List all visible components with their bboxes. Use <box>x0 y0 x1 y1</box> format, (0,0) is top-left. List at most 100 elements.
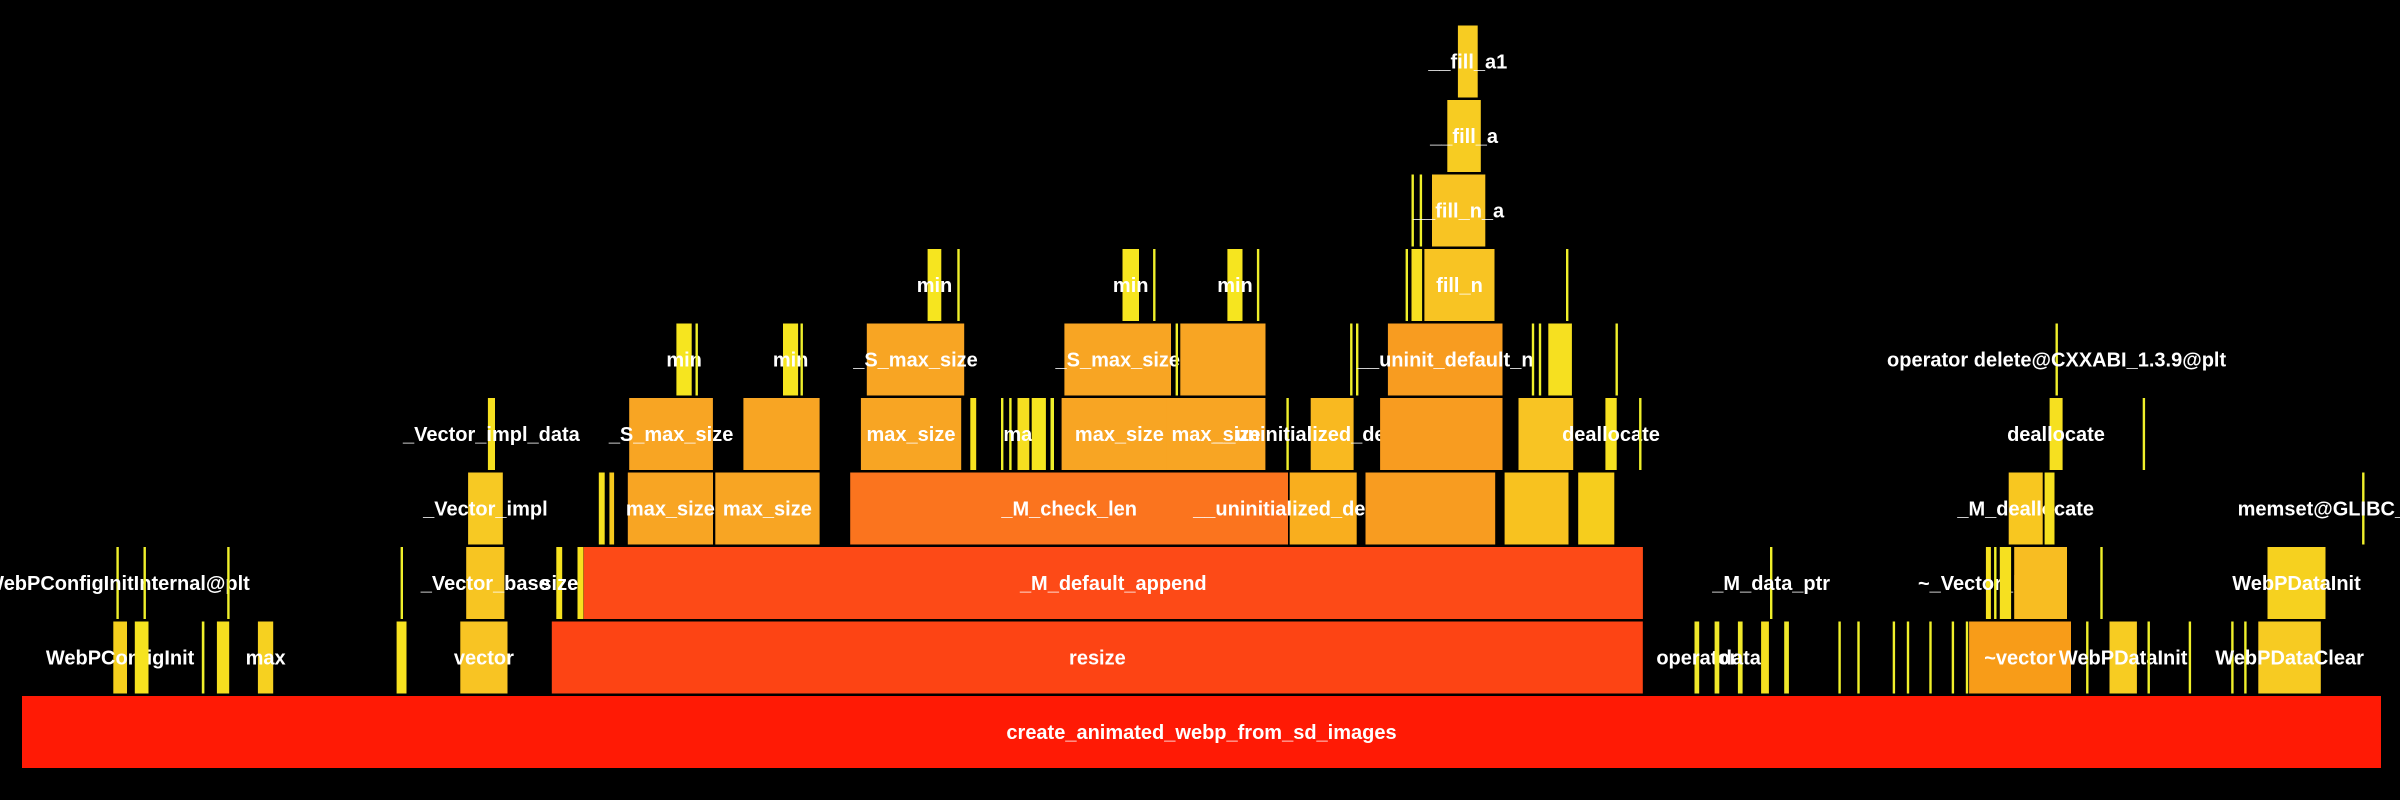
frame-bar[interactable] <box>551 621 1643 694</box>
frame-bar[interactable] <box>1578 472 1615 545</box>
frame-bar[interactable] <box>1615 323 1618 396</box>
frame-bar[interactable] <box>1639 398 1642 470</box>
frame-bar[interactable] <box>577 547 584 619</box>
frame-bar[interactable] <box>400 547 403 619</box>
frame-bar[interactable] <box>2109 621 2137 694</box>
frame-bar[interactable] <box>1999 547 2012 619</box>
frame-bar[interactable] <box>1310 398 1354 470</box>
frame-bar[interactable] <box>487 398 495 470</box>
frame-bar[interactable] <box>134 621 149 694</box>
frame-bar[interactable] <box>743 398 820 470</box>
frame-bar[interactable] <box>1714 621 1720 694</box>
frame-bar[interactable] <box>1969 621 2071 694</box>
frame-bar[interactable] <box>2267 547 2326 619</box>
frame-bar[interactable] <box>676 323 692 396</box>
frame-bar[interactable] <box>970 398 977 470</box>
frame-bar[interactable] <box>1380 398 1503 470</box>
frame-bar[interactable] <box>609 472 615 545</box>
frame-bar[interactable] <box>1175 323 1178 396</box>
frame-bar[interactable] <box>1694 621 1700 694</box>
frame-bar[interactable] <box>1061 398 1178 470</box>
frame-bar[interactable] <box>866 323 965 396</box>
frame-bar[interactable] <box>860 398 962 470</box>
frame-bar[interactable] <box>1153 249 1156 321</box>
frame-bar[interactable] <box>1566 249 1569 321</box>
frame-bar[interactable] <box>1784 621 1789 694</box>
frame-bar[interactable] <box>1994 547 1997 619</box>
frame-bar[interactable] <box>116 547 119 619</box>
frame-bar[interactable] <box>1531 323 1535 396</box>
frame-bar[interactable] <box>1050 398 1055 470</box>
frame-bar[interactable] <box>113 621 127 694</box>
frame-bar[interactable] <box>466 547 505 619</box>
frame-bar[interactable] <box>1256 249 1260 321</box>
frame-bar[interactable] <box>957 249 960 321</box>
frame-bar[interactable] <box>396 621 407 694</box>
frame-bar[interactable] <box>1001 398 1004 470</box>
frame-bar[interactable] <box>2258 621 2321 694</box>
frame-bar[interactable] <box>1857 621 1860 694</box>
frame-bar[interactable] <box>2188 621 2192 694</box>
frame-bar[interactable] <box>1350 323 1353 396</box>
frame-bar[interactable] <box>143 547 146 619</box>
frame-bar[interactable] <box>2044 472 2055 545</box>
frame-bar[interactable] <box>583 547 1643 619</box>
frame-bar[interactable] <box>2014 547 2067 619</box>
frame-bar[interactable] <box>216 621 230 694</box>
frame-bar[interactable] <box>2244 621 2247 694</box>
frame-bar[interactable] <box>257 621 274 694</box>
frame-bar[interactable] <box>2231 621 2234 694</box>
frame-bar[interactable] <box>1166 398 1266 470</box>
frame-bar[interactable] <box>1892 621 1896 694</box>
frame-bar[interactable] <box>1929 621 1932 694</box>
frame-bar[interactable] <box>629 398 713 470</box>
frame-bar[interactable] <box>800 323 803 396</box>
frame-bar[interactable] <box>695 323 698 396</box>
frame-bar[interactable] <box>1432 174 1486 247</box>
frame-bar[interactable] <box>1424 249 1495 321</box>
frame-bar[interactable] <box>1411 249 1423 321</box>
frame-bar[interactable] <box>1122 249 1140 321</box>
frame-bar[interactable] <box>2049 398 2063 470</box>
frame-bar[interactable] <box>1356 323 1359 396</box>
frame-bar[interactable] <box>715 472 820 545</box>
frame-bar[interactable] <box>1737 621 1743 694</box>
frame-bar[interactable] <box>1180 323 1266 396</box>
frame-bar[interactable] <box>2147 621 2150 694</box>
frame-bar[interactable] <box>2086 621 2089 694</box>
frame-bar[interactable] <box>2100 547 2103 619</box>
frame-bar[interactable] <box>1405 249 1408 321</box>
frame-bar[interactable] <box>1064 323 1171 396</box>
frame-bar[interactable] <box>460 621 508 694</box>
frame-bar[interactable] <box>1031 398 1046 470</box>
frame-bar[interactable] <box>1906 621 1910 694</box>
frame-bar[interactable] <box>1504 472 1569 545</box>
frame-bar[interactable] <box>1009 398 1012 470</box>
frame-bar[interactable] <box>1387 323 1503 396</box>
frame-bar[interactable] <box>2362 472 2365 545</box>
frame-bar[interactable] <box>927 249 942 321</box>
frame-bar[interactable] <box>1951 621 1955 694</box>
frame-bar[interactable] <box>2142 398 2146 470</box>
frame-bar[interactable] <box>556 547 563 619</box>
frame-bar[interactable] <box>227 547 230 619</box>
frame-bar[interactable] <box>1761 621 1769 694</box>
frame-bar[interactable] <box>22 696 2381 768</box>
frame-bar[interactable] <box>1227 249 1243 321</box>
frame-bar[interactable] <box>1605 398 1617 470</box>
frame-bar[interactable] <box>201 621 205 694</box>
frame-bar[interactable] <box>1365 472 1496 545</box>
frame-bar[interactable] <box>1965 621 1969 694</box>
frame-bar[interactable] <box>1985 547 1991 619</box>
frame-bar[interactable] <box>468 472 503 545</box>
frame-bar[interactable] <box>1838 621 1841 694</box>
frame-bar[interactable] <box>598 472 605 545</box>
frame-bar[interactable] <box>1548 323 1572 396</box>
frame-bar[interactable] <box>1457 25 1478 98</box>
frame-bar[interactable] <box>1286 398 1289 470</box>
frame-bar[interactable] <box>1770 547 1773 619</box>
frame-bar[interactable] <box>1447 100 1481 172</box>
frame-bar[interactable] <box>1017 398 1030 470</box>
frame-bar[interactable] <box>783 323 799 396</box>
frame-bar[interactable] <box>627 472 713 545</box>
